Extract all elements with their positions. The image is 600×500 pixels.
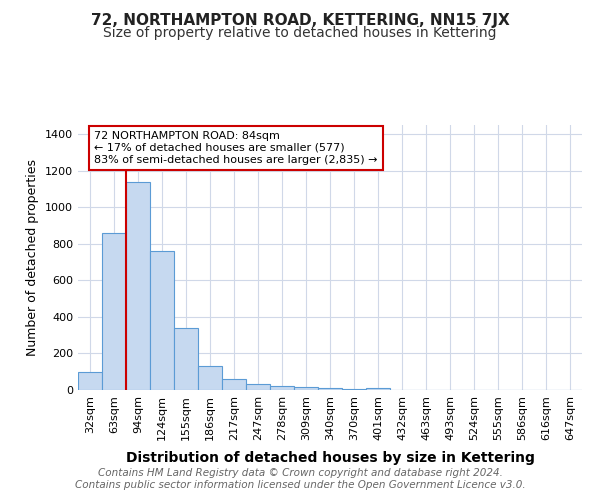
Y-axis label: Number of detached properties: Number of detached properties (26, 159, 40, 356)
Text: 72, NORTHAMPTON ROAD, KETTERING, NN15 7JX: 72, NORTHAMPTON ROAD, KETTERING, NN15 7J… (91, 12, 509, 28)
Bar (126, 182, 150, 390)
Bar (270, 386, 294, 390)
Bar (366, 388, 390, 390)
Text: Contains HM Land Registry data © Crown copyright and database right 2024.
Contai: Contains HM Land Registry data © Crown c… (74, 468, 526, 490)
Bar (342, 389, 366, 390)
Bar (294, 388, 318, 390)
Bar (318, 388, 342, 390)
Bar (246, 384, 270, 390)
Bar (222, 379, 246, 390)
Text: Size of property relative to detached houses in Kettering: Size of property relative to detached ho… (103, 26, 497, 40)
Bar (78, 372, 102, 390)
Bar (174, 328, 198, 390)
X-axis label: Distribution of detached houses by size in Kettering: Distribution of detached houses by size … (125, 451, 535, 465)
Bar (150, 251, 174, 390)
Bar (198, 366, 222, 390)
Text: 72 NORTHAMPTON ROAD: 84sqm
← 17% of detached houses are smaller (577)
83% of sem: 72 NORTHAMPTON ROAD: 84sqm ← 17% of deta… (94, 132, 378, 164)
Bar (102, 233, 126, 390)
